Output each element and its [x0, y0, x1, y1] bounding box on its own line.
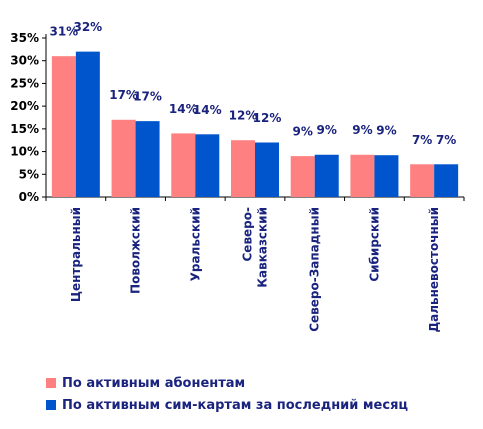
- data-label-series-1: 12%: [229, 109, 258, 123]
- legend-item-series-1: По активным абонентам: [46, 372, 408, 394]
- category-label: Дальневосточный: [427, 207, 441, 333]
- category-label-line: Центральный: [69, 207, 83, 302]
- legend-label-series-2: По активным сим-картам за последний меся…: [62, 397, 409, 413]
- data-labels: 31% 17% 14% 12% 9% 9% 7% 32% 17% 14% 12% 9% 9% 7%: [49, 20, 456, 147]
- bar-series-1: [51, 56, 76, 197]
- bar-series-2: [314, 154, 339, 197]
- y-tick-label: 20%: [10, 99, 39, 113]
- bar-series-1: [231, 140, 255, 197]
- data-label-series-2: 12%: [253, 111, 282, 125]
- bar-series-2: [255, 142, 279, 197]
- bar-series-1: [171, 133, 196, 197]
- category-label-line: Кавказский: [256, 207, 270, 288]
- bar-series-2: [135, 121, 160, 197]
- y-tick-label: 35%: [10, 31, 39, 45]
- legend-item-series-2: По активным сим-картам за последний меся…: [46, 394, 408, 416]
- bar-series-2: [75, 51, 100, 197]
- category-label-line: Северо-Западный: [308, 207, 322, 332]
- category-label: Центральный: [69, 207, 83, 302]
- legend: По активным абонентам По активным сим-ка…: [46, 372, 408, 416]
- y-tick-label: 5%: [19, 167, 39, 181]
- data-label-series-1: 7%: [412, 133, 432, 147]
- y-tick-label: 25%: [10, 76, 39, 90]
- data-label-series-1: 31%: [49, 25, 78, 39]
- bars: [51, 51, 459, 197]
- category-label: Сибирский: [367, 207, 381, 282]
- bar-series-1: [111, 119, 136, 197]
- data-label-series-2: 9%: [376, 124, 396, 138]
- data-label-series-1: 14%: [169, 102, 198, 116]
- legend-swatch-series-2: [46, 400, 56, 410]
- y-tick-label: 30%: [10, 54, 39, 68]
- bar-series-2: [374, 155, 399, 197]
- bar-series-1: [350, 154, 375, 197]
- data-label-series-2: 17%: [133, 90, 162, 104]
- category-label: Поволжский: [129, 207, 143, 294]
- data-label-series-1: 9%: [352, 123, 372, 137]
- data-label-series-2: 7%: [436, 133, 456, 147]
- legend-swatch-series-1: [46, 378, 56, 388]
- data-label-series-1: 9%: [293, 125, 313, 139]
- category-label: Северо- Кавказский: [241, 207, 270, 288]
- data-label-series-2: 9%: [317, 123, 337, 137]
- bar-series-1: [410, 164, 435, 197]
- category-labels: Центральный Поволжский Уральский Северо- Кав…: [69, 207, 441, 333]
- category-label-line: Уральский: [188, 207, 202, 281]
- y-tick-label: 15%: [10, 122, 39, 136]
- category-label-line: Сибирский: [367, 207, 381, 282]
- legend-label-series-1: По активным абонентам: [62, 375, 246, 391]
- category-label-line: Дальневосточный: [427, 207, 441, 333]
- category-label: Уральский: [188, 207, 202, 281]
- bar-series-2: [195, 134, 220, 197]
- y-tick-label: 0%: [19, 190, 39, 204]
- category-label: Северо-Западный: [308, 207, 322, 332]
- category-label-line: Поволжский: [129, 207, 143, 294]
- bar-series-2: [434, 164, 459, 197]
- data-label-series-1: 17%: [109, 88, 138, 102]
- data-label-series-2: 32%: [73, 20, 102, 34]
- data-label-series-2: 14%: [193, 103, 222, 117]
- y-tick-label: 10%: [10, 145, 39, 159]
- category-label-line: Северо-: [241, 207, 255, 262]
- bar-series-1: [290, 156, 315, 197]
